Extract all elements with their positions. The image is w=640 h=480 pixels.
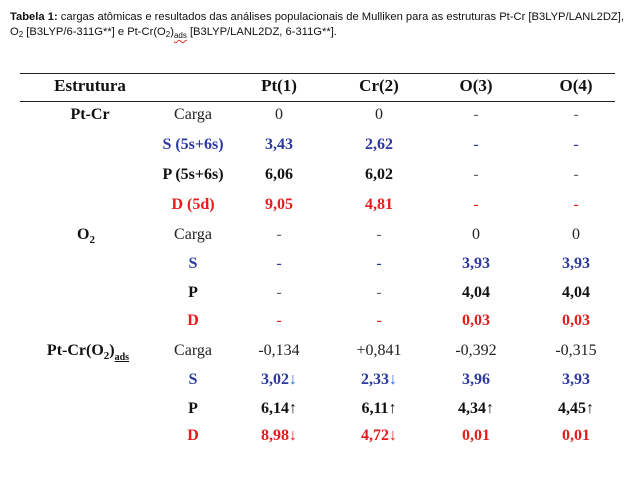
table-cell: 8,98↓	[261, 427, 297, 444]
table-cell: 0	[375, 106, 383, 123]
table-cell: 4,34↑	[458, 400, 494, 417]
table-cell: 0,03	[562, 312, 590, 329]
group-pt-cr-o2-ads: Pt-Cr(O2)ads	[47, 341, 129, 368]
table-cell: -	[473, 136, 479, 153]
table-cell: 2,62	[365, 136, 393, 153]
caption-text-4: [B3LYP/LANL2DZ, 6-311G**].	[186, 26, 337, 38]
table-cell: -	[276, 255, 282, 272]
table-cell: -	[473, 196, 479, 213]
top-rule	[20, 73, 615, 74]
arrow-up-icon: ↑	[388, 400, 397, 417]
row-label: S	[188, 255, 198, 272]
table-cell: 0,03	[462, 312, 490, 329]
caption-subscript-2: 2	[165, 30, 171, 39]
table-cell: -0,134	[258, 342, 300, 359]
caption-text: cargas atômicas e resultados das análise…	[10, 11, 624, 38]
header-estrutura: Estrutura	[54, 76, 126, 95]
arrow-up-icon: ↑	[586, 400, 594, 417]
header-rule	[20, 101, 615, 102]
table-cell: -	[276, 226, 282, 243]
caption-text-2: [B3LYP/6-311G**] e Pt-Cr(O	[23, 26, 166, 38]
table-cell: 0	[275, 106, 283, 123]
table-caption: Tabela 1: cargas atômicas e resultados d…	[10, 10, 630, 43]
table-cell: -0,315	[555, 342, 597, 359]
caption-ads: ads	[173, 31, 187, 40]
row-label: P (5s+6s)	[162, 166, 224, 183]
table-cell: -	[376, 255, 382, 272]
table-cell: 3,93	[462, 255, 490, 272]
table-cell: 0	[472, 226, 480, 243]
row-label: S	[188, 371, 198, 388]
row-label: D (5d)	[171, 196, 215, 213]
table-cell: 3,93	[562, 255, 590, 272]
row-label: Carga	[174, 226, 212, 243]
group-ptcro2-main: Pt-Cr(O	[46, 342, 104, 359]
group-pt-cr: Pt-Cr	[70, 106, 110, 123]
table-cell: -	[276, 284, 282, 301]
table-cell: -0,392	[455, 342, 497, 359]
group-ptcro2-sub: 2	[103, 350, 110, 362]
group-o2: O2	[77, 225, 95, 250]
arrow-up-icon: ↑	[289, 400, 297, 417]
row-label: D	[187, 312, 199, 329]
row-label: P	[188, 284, 198, 301]
group-ptcro2-close: )	[109, 342, 115, 359]
table-cell: 6,06	[265, 166, 293, 183]
header-pt1: Pt(1)	[261, 76, 297, 95]
table-cell: 3,02↓	[261, 371, 297, 388]
table-cell: -	[573, 136, 579, 153]
table-cell: -	[573, 166, 579, 183]
arrow-down-icon: ↓	[389, 371, 397, 388]
arrow-down-icon: ↓	[389, 427, 397, 444]
header-o4: O(4)	[559, 76, 593, 95]
header-cr2: Cr(2)	[359, 76, 399, 95]
row-label: Carga	[174, 106, 212, 123]
row-label: D	[187, 427, 199, 444]
table-cell: 4,04	[462, 284, 490, 301]
table-cell: -	[376, 284, 382, 301]
caption-prefix: Tabela 1:	[10, 11, 58, 23]
table-cell: -	[376, 312, 382, 329]
header-o3: O(3)	[459, 76, 493, 95]
group-o2-main: O	[77, 226, 90, 243]
table-cell: 6,14↑	[261, 400, 297, 417]
arrow-down-icon: ↓	[289, 427, 297, 444]
table-cell: 9,05	[265, 196, 293, 213]
caption-text-3: )	[170, 26, 174, 38]
table-cell: 4,04	[562, 284, 590, 301]
group-ptcro2-ads: ads	[114, 352, 130, 363]
row-label: Carga	[174, 342, 212, 359]
table-cell: 0	[572, 226, 580, 243]
table-cell: 0,01	[462, 427, 490, 444]
table-cell: -	[473, 106, 479, 123]
table-cell: 4,72↓	[361, 427, 397, 444]
arrow-up-icon: ↑	[486, 400, 494, 417]
table-cell: -	[276, 312, 282, 329]
row-label: S (5s+6s)	[162, 136, 224, 153]
table-cell: 3,96	[462, 371, 490, 388]
table-cell: -	[473, 166, 479, 183]
table-cell: 6,02	[365, 166, 393, 183]
row-label: P	[188, 400, 198, 417]
table-cell: 3,43	[265, 136, 293, 153]
table-cell: 4,81	[365, 196, 393, 213]
table-cell: -	[573, 196, 579, 213]
table-cell: 3,93	[562, 371, 590, 388]
caption-subscript: 2	[18, 30, 24, 39]
table-cell: 4,45↑	[558, 400, 594, 417]
group-o2-sub: 2	[89, 234, 95, 246]
table-cell: +0,841	[356, 342, 402, 359]
table-cell: -	[573, 106, 579, 123]
table-cell: -	[376, 226, 382, 243]
table-cell: 6,11↑	[361, 400, 397, 417]
table-cell: 2,33↓	[361, 371, 397, 388]
table-cell: 0,01	[562, 427, 590, 444]
arrow-down-icon: ↓	[289, 371, 297, 388]
